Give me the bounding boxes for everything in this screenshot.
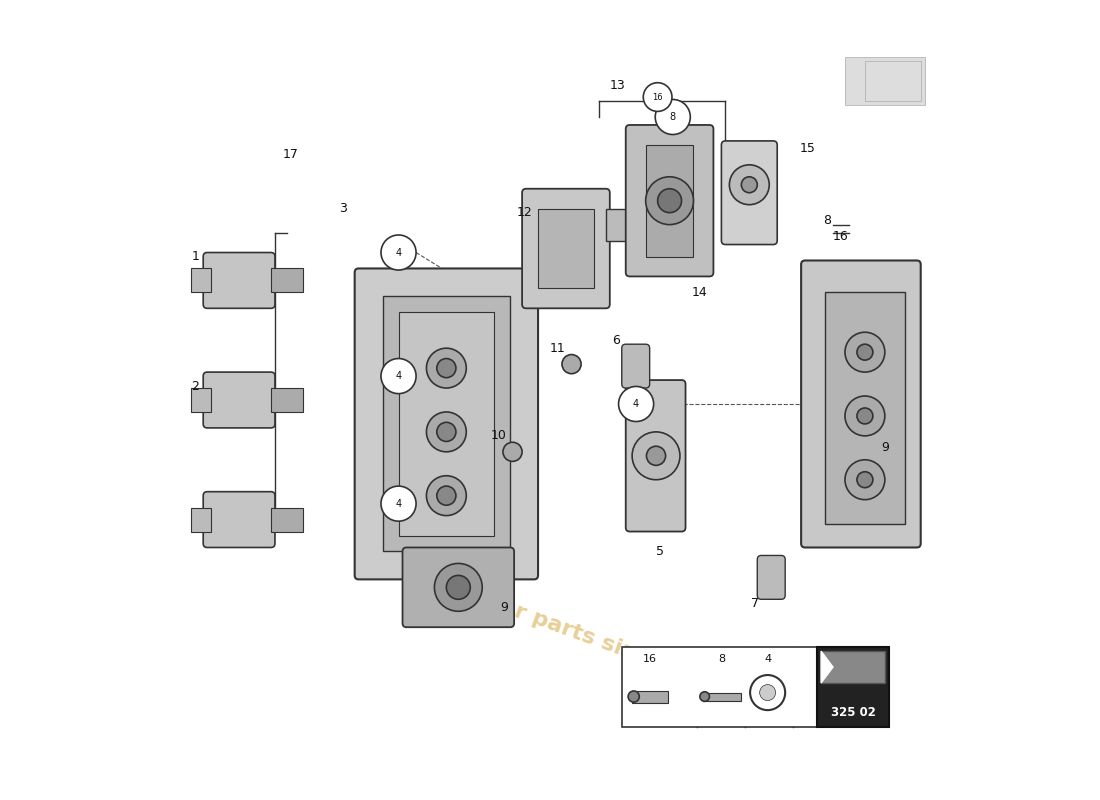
Text: 10: 10 xyxy=(491,430,506,442)
FancyBboxPatch shape xyxy=(621,344,650,388)
Circle shape xyxy=(760,685,775,701)
Bar xyxy=(621,647,845,727)
Circle shape xyxy=(618,386,653,422)
Bar xyxy=(703,693,741,701)
Bar xyxy=(191,269,211,292)
Bar xyxy=(646,145,693,257)
Bar xyxy=(821,651,884,683)
Text: 3: 3 xyxy=(339,202,346,215)
Bar xyxy=(632,691,668,703)
FancyBboxPatch shape xyxy=(403,547,514,627)
Text: 8: 8 xyxy=(718,654,725,664)
Circle shape xyxy=(562,354,581,374)
Circle shape xyxy=(381,486,416,521)
Circle shape xyxy=(741,177,757,193)
Circle shape xyxy=(644,82,672,111)
Circle shape xyxy=(857,472,873,488)
Bar xyxy=(817,647,889,727)
Text: 7: 7 xyxy=(751,597,759,610)
FancyBboxPatch shape xyxy=(204,492,275,547)
Circle shape xyxy=(845,396,884,436)
FancyBboxPatch shape xyxy=(626,380,685,531)
Text: 8: 8 xyxy=(670,112,675,122)
Circle shape xyxy=(647,446,666,466)
Text: 11: 11 xyxy=(550,342,565,354)
Bar xyxy=(271,508,303,531)
Circle shape xyxy=(658,189,682,213)
Circle shape xyxy=(857,344,873,360)
Bar xyxy=(825,292,905,523)
Circle shape xyxy=(427,412,466,452)
Text: 1: 1 xyxy=(191,250,199,263)
Bar xyxy=(398,312,494,535)
Text: 17: 17 xyxy=(283,148,299,161)
Circle shape xyxy=(646,177,693,225)
Circle shape xyxy=(656,99,691,134)
Bar xyxy=(271,269,303,292)
Bar xyxy=(271,388,303,412)
Bar xyxy=(191,508,211,531)
Text: 16: 16 xyxy=(652,93,663,102)
Text: 15: 15 xyxy=(800,142,815,155)
Text: 2: 2 xyxy=(191,380,199,393)
Circle shape xyxy=(434,563,482,611)
Circle shape xyxy=(427,476,466,515)
Text: 4: 4 xyxy=(632,399,639,409)
Circle shape xyxy=(845,460,884,500)
FancyBboxPatch shape xyxy=(757,555,785,599)
FancyBboxPatch shape xyxy=(522,189,609,308)
Text: 4: 4 xyxy=(396,247,402,258)
Text: 325 02: 325 02 xyxy=(830,706,876,719)
Circle shape xyxy=(381,235,416,270)
Circle shape xyxy=(628,691,639,702)
Text: 4: 4 xyxy=(396,498,402,509)
Circle shape xyxy=(632,432,680,480)
Circle shape xyxy=(700,692,710,702)
FancyBboxPatch shape xyxy=(722,141,778,245)
Polygon shape xyxy=(821,651,833,683)
Circle shape xyxy=(381,358,416,394)
Bar xyxy=(383,296,510,551)
Circle shape xyxy=(729,165,769,205)
Bar xyxy=(845,57,925,105)
Circle shape xyxy=(750,675,785,710)
Circle shape xyxy=(857,408,873,424)
Bar xyxy=(865,61,921,101)
Circle shape xyxy=(437,358,455,378)
Text: 9: 9 xyxy=(499,601,508,614)
Text: 6: 6 xyxy=(613,334,620,346)
Circle shape xyxy=(437,422,455,442)
Text: 13: 13 xyxy=(609,78,626,91)
FancyBboxPatch shape xyxy=(204,253,275,308)
Circle shape xyxy=(503,442,522,462)
FancyBboxPatch shape xyxy=(626,125,714,277)
Bar xyxy=(191,388,211,412)
Text: 16: 16 xyxy=(833,230,849,243)
Circle shape xyxy=(845,332,884,372)
Text: 4: 4 xyxy=(396,371,402,381)
Text: 9: 9 xyxy=(881,442,889,454)
Text: 16: 16 xyxy=(642,654,657,664)
Text: 5: 5 xyxy=(656,545,664,558)
Text: a passion for parts since 1985: a passion for parts since 1985 xyxy=(368,549,732,698)
Text: 8: 8 xyxy=(824,214,832,227)
Text: 12: 12 xyxy=(517,206,532,219)
FancyBboxPatch shape xyxy=(801,261,921,547)
Bar xyxy=(538,209,594,288)
FancyBboxPatch shape xyxy=(354,269,538,579)
Circle shape xyxy=(427,348,466,388)
Text: 4: 4 xyxy=(764,654,771,664)
Bar xyxy=(606,209,629,241)
Text: 14: 14 xyxy=(692,286,707,299)
Circle shape xyxy=(447,575,471,599)
FancyBboxPatch shape xyxy=(204,372,275,428)
Circle shape xyxy=(437,486,455,506)
